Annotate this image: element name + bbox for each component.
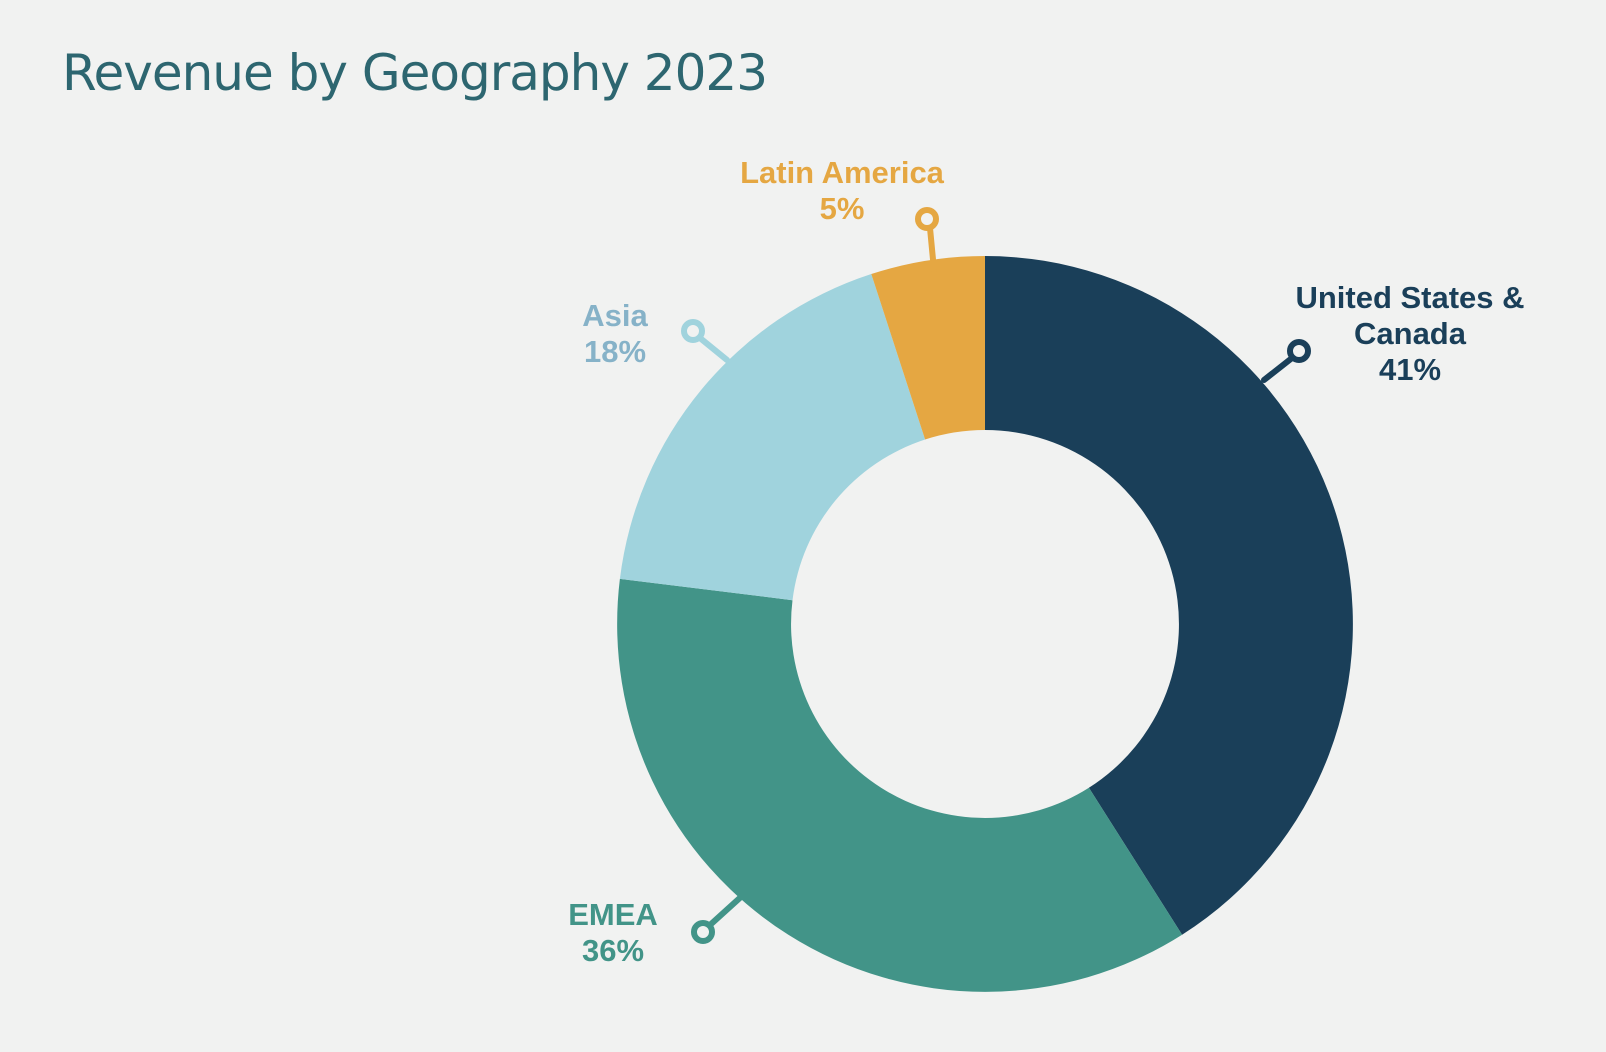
- segment-asia[interactable]: [619, 274, 926, 601]
- label-asia-value: 18%: [583, 334, 647, 369]
- segment-emea[interactable]: [617, 578, 1183, 992]
- label-asia: Asia 18%: [575, 298, 655, 370]
- label-emea-name: EMEA: [568, 897, 658, 932]
- label-latin-america-value: 5%: [819, 191, 865, 226]
- label-emea-value: 36%: [581, 933, 645, 968]
- label-us-canada-name-2: Canada: [1354, 316, 1466, 351]
- segment-us-canada[interactable]: [985, 256, 1353, 935]
- label-us-canada-name-1: United States &: [1295, 280, 1525, 315]
- label-asia-name: Asia: [582, 298, 648, 333]
- label-latin-america-name: Latin America: [740, 155, 944, 190]
- callout-emea: [691, 893, 745, 944]
- chart-title: Revenue by Geography 2023: [62, 44, 768, 102]
- callout-latin-america: [915, 207, 939, 273]
- segment-latin-america[interactable]: [871, 256, 985, 440]
- label-us-canada: United States & Canada 41%: [1290, 280, 1530, 388]
- label-latin-america: Latin America 5%: [732, 155, 952, 227]
- label-us-canada-value: 41%: [1378, 352, 1442, 387]
- label-emea: EMEA 36%: [563, 897, 663, 969]
- callout-asia: [681, 319, 730, 363]
- callout-us-canada: [1261, 339, 1311, 383]
